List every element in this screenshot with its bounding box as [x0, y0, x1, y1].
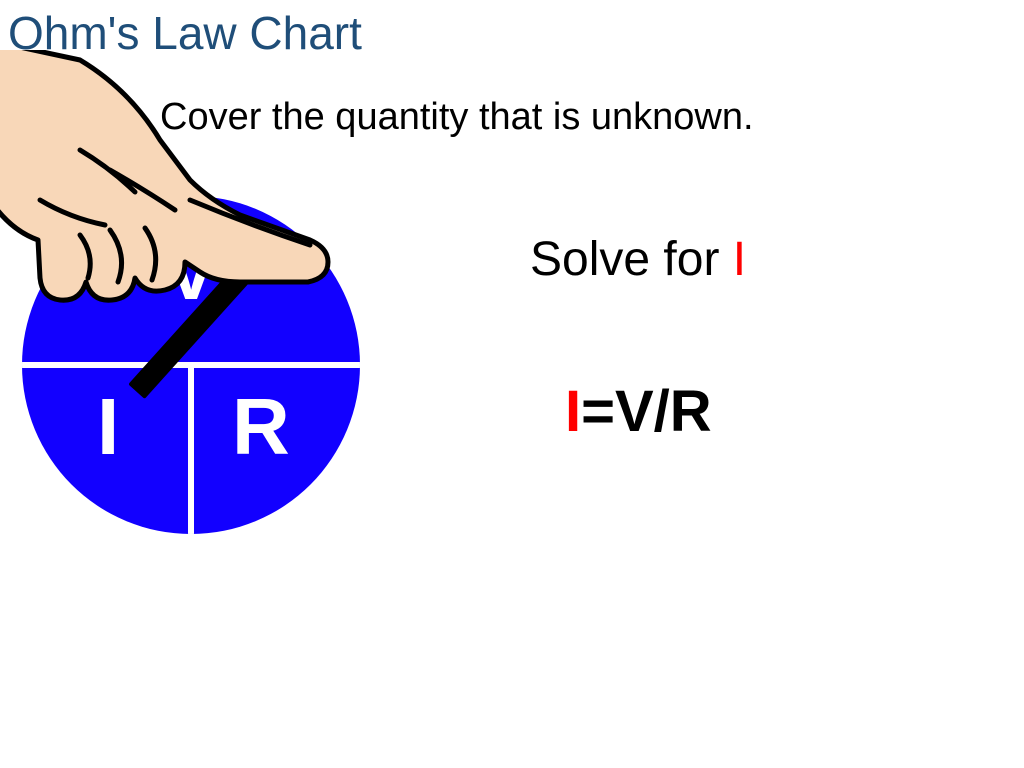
formula-left: I	[565, 379, 581, 444]
solve-for-line: Solve for I	[530, 232, 746, 287]
formula: I=V/R	[565, 378, 712, 445]
ohms-law-circle: V I R	[22, 196, 360, 534]
circle-bg: V I R	[22, 196, 360, 534]
instruction-text: Cover the quantity that is unknown.	[160, 96, 754, 139]
solve-variable: I	[733, 233, 746, 286]
page-title: Ohm's Law Chart	[8, 6, 362, 60]
chart-letter-r: R	[232, 381, 290, 473]
vertical-divider	[188, 365, 194, 534]
formula-right: =V/R	[581, 379, 712, 444]
solve-prefix: Solve for	[530, 233, 733, 286]
chart-letter-i: I	[97, 381, 119, 473]
